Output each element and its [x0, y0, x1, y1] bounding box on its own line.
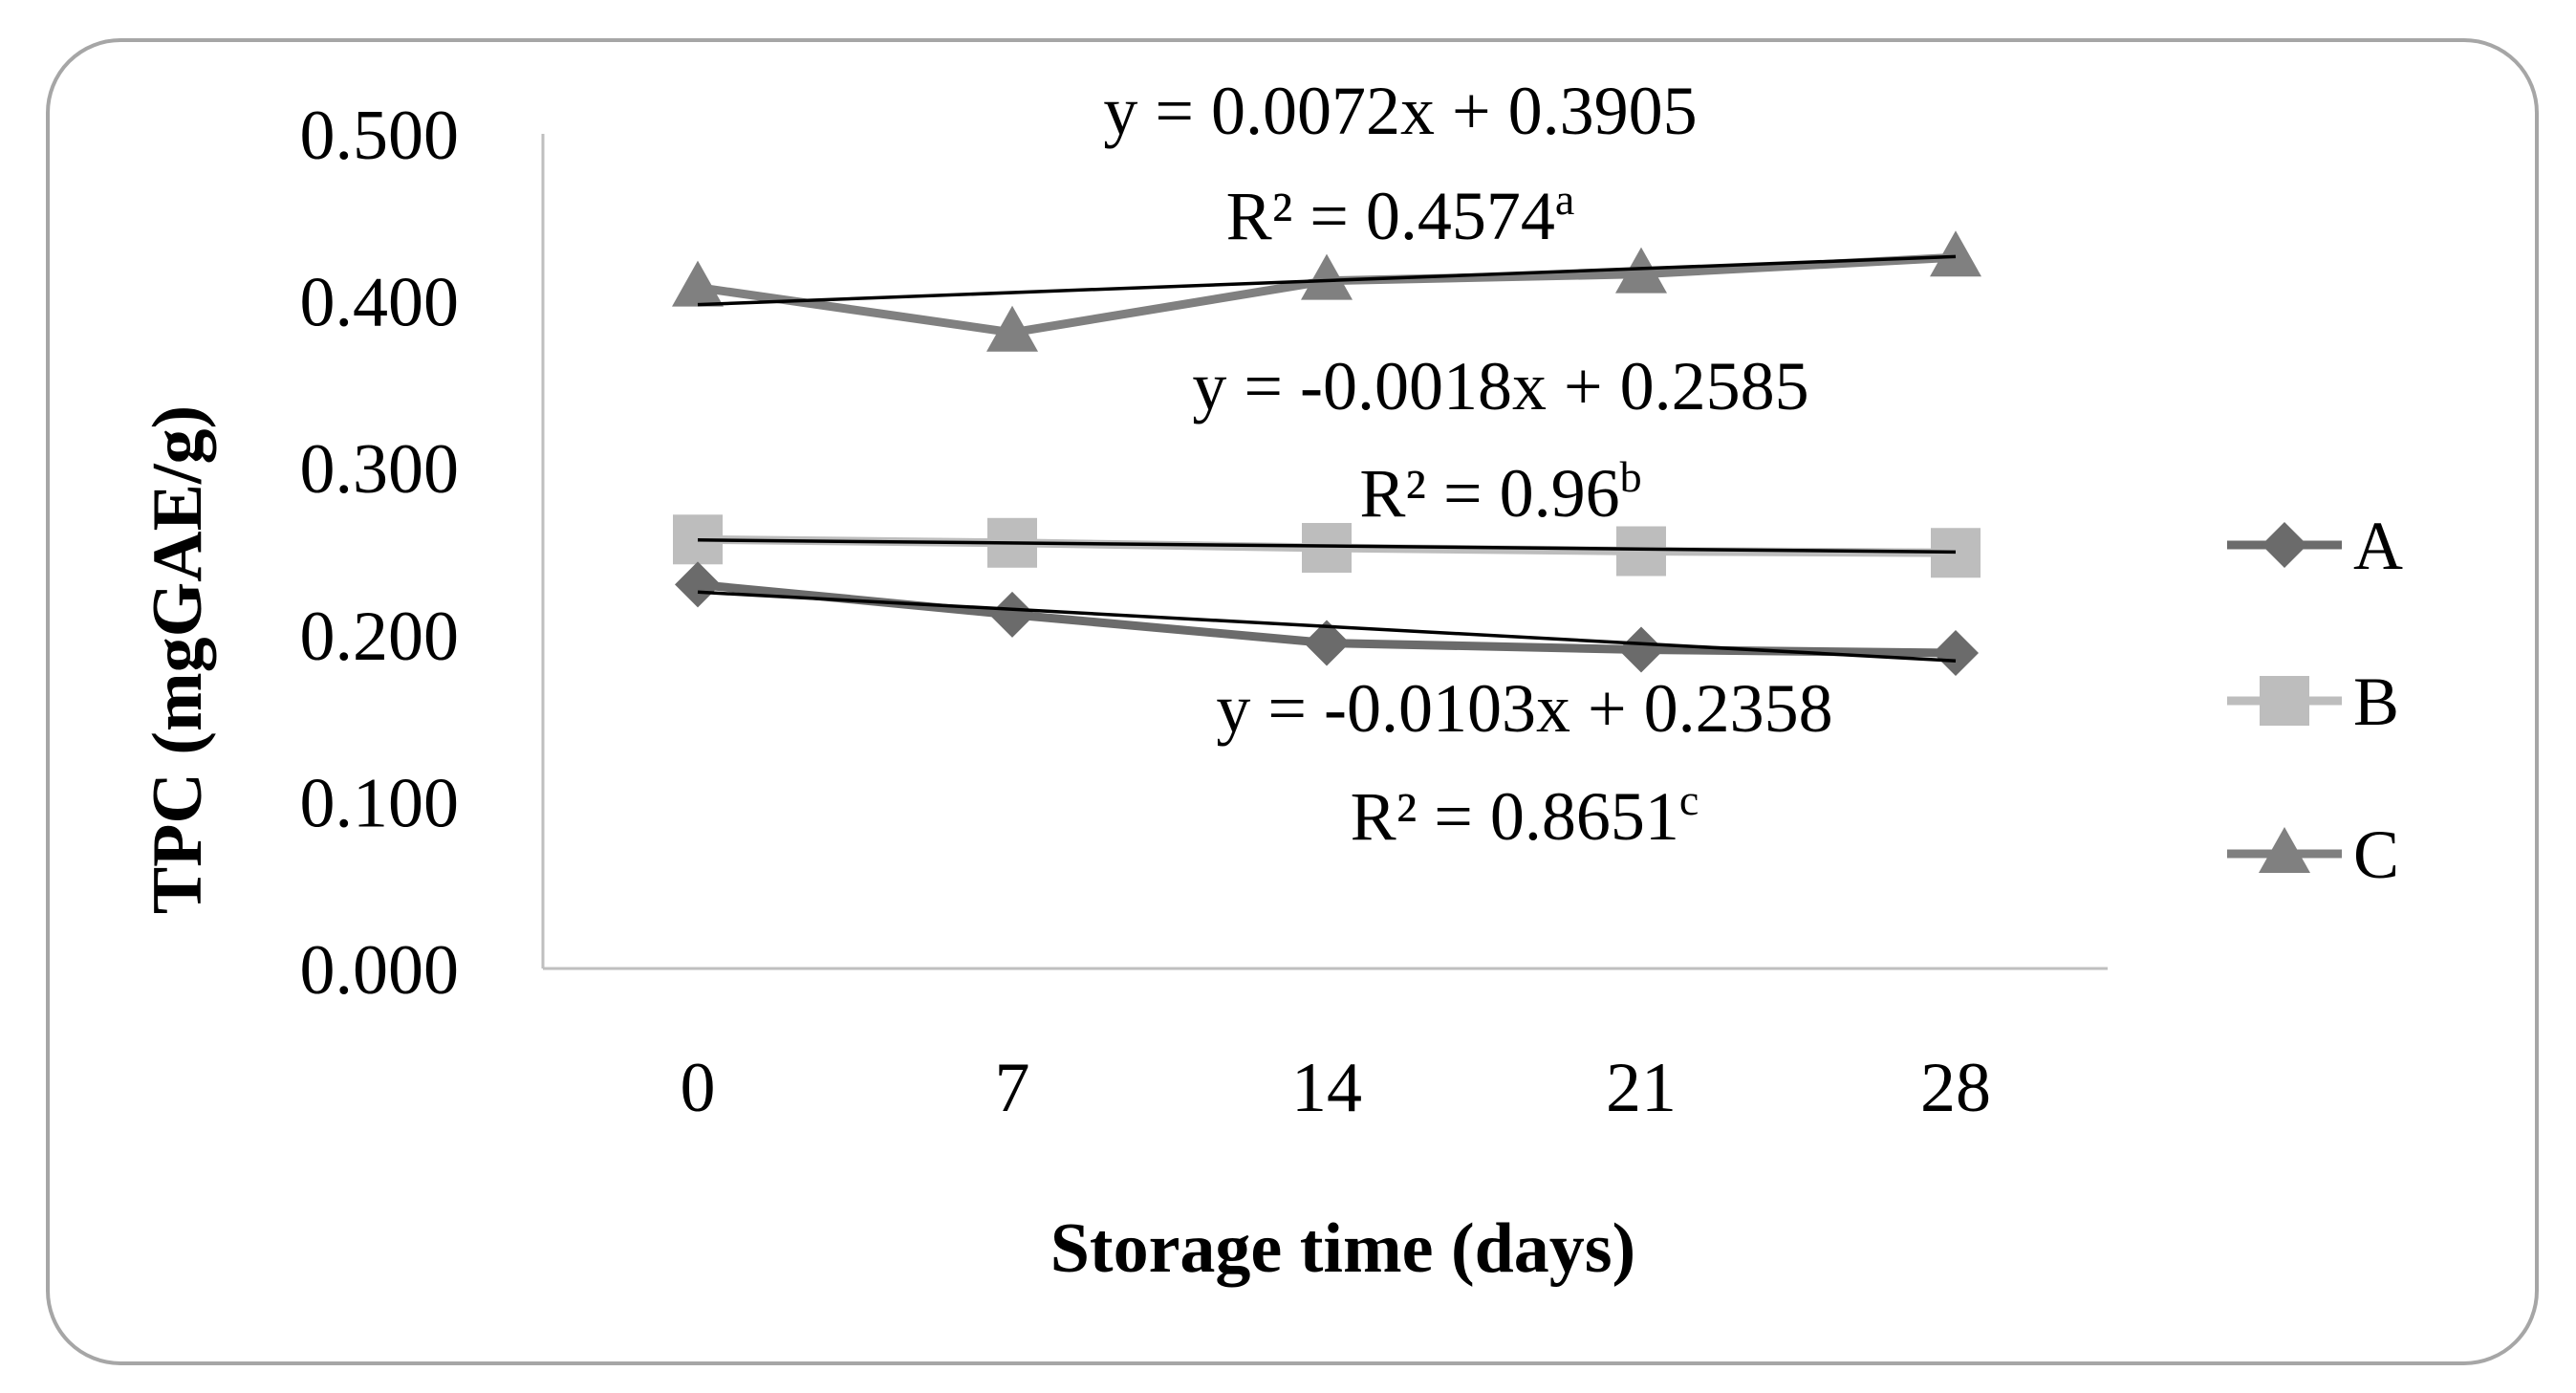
series-a [675, 561, 1979, 677]
r2-b: R² = 0.96b [1359, 452, 1641, 532]
x-tick-label: 14 [1291, 1049, 1362, 1127]
data-point-c [1615, 247, 1667, 294]
r2-c: R² = 0.4574a [1226, 175, 1575, 254]
trendline-layer [697, 254, 1957, 663]
data-point-a [1618, 626, 1664, 673]
data-point-a [989, 591, 1035, 638]
data-point-a [675, 561, 721, 608]
legend-label-a: A [2353, 508, 2403, 584]
data-point-c [1930, 230, 1981, 277]
y-tick-label: 0.200 [300, 598, 460, 676]
legend-item-a: A [2227, 508, 2403, 584]
y-axis-title: TPC (mgGAE/g) [139, 405, 217, 914]
x-tick-label: 7 [995, 1049, 1030, 1127]
equation-annotations: y = 0.0072x + 0.3905 R² = 0.4574a y = -0… [1103, 73, 1832, 855]
y-tick-label: 0.300 [300, 430, 460, 509]
data-point-c [672, 260, 724, 307]
data-point-c [986, 305, 1038, 352]
axes [541, 134, 2108, 970]
data-point-b [1616, 526, 1666, 577]
legend-marker-b [2260, 676, 2309, 726]
data-point-a [1933, 630, 1979, 677]
y-tick-label: 0.400 [300, 264, 460, 342]
y-tick-label: 0.000 [300, 931, 460, 1010]
x-tick-label: 28 [1920, 1049, 1991, 1127]
legend-item-c: C [2227, 816, 2399, 893]
x-tick-label: 21 [1606, 1049, 1677, 1127]
y-tick-label: 0.100 [300, 764, 460, 842]
equation-c: y = 0.0072x + 0.3905 [1103, 73, 1697, 149]
equation-b: y = -0.0018x + 0.2585 [1192, 348, 1808, 424]
legend-marker-a [2262, 522, 2307, 568]
equation-a: y = -0.0103x + 0.2358 [1216, 670, 1832, 747]
x-tick-label: 0 [681, 1049, 716, 1127]
legend-marker-c [2259, 827, 2310, 873]
y-tick-label: 0.500 [300, 97, 460, 175]
legend-label-b: B [2353, 664, 2399, 740]
r2-a: R² = 0.8651c [1351, 775, 1699, 855]
data-point-a [1304, 620, 1350, 666]
y-tick-labels: 0.000 0.100 0.200 0.300 0.400 0.500 [300, 97, 460, 1010]
x-tick-labels: 0 7 14 21 28 [681, 1049, 1992, 1127]
trendline-b [697, 538, 1957, 555]
data-point-c [1301, 253, 1353, 300]
legend-label-c: C [2353, 816, 2399, 893]
chart-frame [46, 38, 2539, 1365]
x-axis-title: Storage time (days) [1050, 1209, 1635, 1288]
trendline-a [697, 590, 1957, 663]
legend: A BC [2227, 508, 2403, 893]
data-point-b [1302, 523, 1352, 574]
trendline-c [697, 254, 1957, 307]
legend-item-b: B [2227, 664, 2399, 740]
